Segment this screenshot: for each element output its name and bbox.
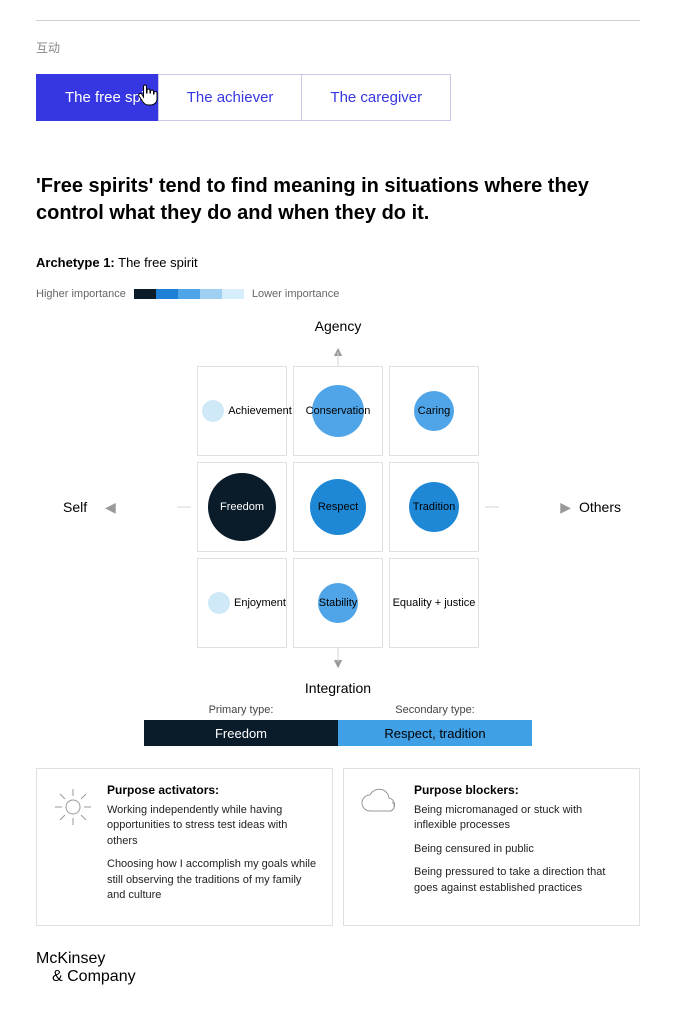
secondary-type-header: Secondary type: <box>338 704 532 720</box>
headline: 'Free spirits' tend to find meaning in s… <box>36 173 640 227</box>
value-cell-caring: Caring <box>389 366 479 456</box>
activator-item: Working independently while having oppor… <box>107 803 318 849</box>
value-cell-freedom: Freedom <box>197 462 287 552</box>
legend-swatch <box>178 289 200 299</box>
legend-high-label: Higher importance <box>36 288 126 300</box>
brand-line2: & Company <box>52 968 640 986</box>
value-cell-respect: Respect <box>293 462 383 552</box>
values-grid: Achievement Conservation Caring Freedom Resp… <box>123 324 553 690</box>
blocker-item: Being micromanaged or stuck with inflexi… <box>414 803 625 834</box>
values-diagram: Agency Integration Self Others ▲ ▼ ◀ ▶ A… <box>123 324 553 690</box>
value-bubble: Stability <box>318 583 358 623</box>
secondary-type-bar: Respect, tradition <box>338 720 532 746</box>
arrow-left-icon: ◀ <box>105 500 116 514</box>
legend-swatch <box>200 289 222 299</box>
archetype-name: The free spirit <box>115 255 198 270</box>
activators-box: Purpose activators: Working independentl… <box>36 768 333 926</box>
arrow-right-icon: ▶ <box>560 500 571 514</box>
sun-icon <box>51 783 95 911</box>
legend-swatch <box>134 289 156 299</box>
value-bubble <box>208 592 230 614</box>
blocker-item: Being censured in public <box>414 842 625 857</box>
activators-title: Purpose activators: <box>107 783 318 797</box>
value-bubble <box>202 400 224 422</box>
value-bubble: Conservation <box>312 385 364 437</box>
tab-the-caregiver[interactable]: The caregiver <box>302 74 451 121</box>
archetype-line: Archetype 1: The free spirit <box>36 255 640 270</box>
value-cell-label: Equality + justice <box>390 597 478 610</box>
blockers-content: Purpose blockers: Being micromanaged or … <box>414 783 625 911</box>
importance-legend: Higher importance Lower importance <box>36 288 640 300</box>
activator-item: Choosing how I accomplish my goals while… <box>107 857 318 903</box>
value-cell-equality-justice: Equality + justice <box>389 558 479 648</box>
primary-type-bar: Freedom <box>144 720 338 746</box>
value-bubble: Freedom <box>208 473 276 541</box>
value-cell-enjoyment: Enjoyment <box>197 558 287 648</box>
archetype-prefix: Archetype 1: <box>36 255 115 270</box>
value-cell-achievement: Achievement <box>197 366 287 456</box>
brand-logo: McKinsey & Company <box>36 950 640 985</box>
blockers-box: Purpose blockers: Being micromanaged or … <box>343 768 640 926</box>
activators-content: Purpose activators: Working independentl… <box>107 783 318 911</box>
axis-left-label: Self <box>63 499 87 515</box>
legend-gradient <box>134 289 244 299</box>
type-summary: Primary type: Secondary type: Freedom Re… <box>144 704 532 746</box>
tab-the-achiever[interactable]: The achiever <box>158 74 303 121</box>
divider-rule <box>36 20 640 21</box>
info-boxes: Purpose activators: Working independentl… <box>36 768 640 926</box>
primary-type-header: Primary type: <box>144 704 338 720</box>
value-cell-conservation: Conservation <box>293 366 383 456</box>
legend-swatch <box>222 289 244 299</box>
value-cell-stability: Stability <box>293 558 383 648</box>
blocker-item: Being pressured to take a direction that… <box>414 865 625 896</box>
value-bubble: Tradition <box>409 482 459 532</box>
section-small-label: 互动 <box>36 39 640 56</box>
value-cell-label: Enjoyment <box>234 597 286 609</box>
axis-right-label: Others <box>579 499 621 515</box>
legend-low-label: Lower importance <box>252 288 339 300</box>
tabs: The free spiritThe achieverThe caregiver <box>36 74 640 121</box>
value-bubble: Respect <box>310 479 366 535</box>
value-bubble: Caring <box>414 391 454 431</box>
cloud-icon <box>358 783 402 911</box>
value-cell-label: Achievement <box>228 405 292 417</box>
value-cell-tradition: Tradition <box>389 462 479 552</box>
legend-swatch <box>156 289 178 299</box>
blockers-title: Purpose blockers: <box>414 783 625 797</box>
brand-line1: McKinsey <box>36 950 640 968</box>
